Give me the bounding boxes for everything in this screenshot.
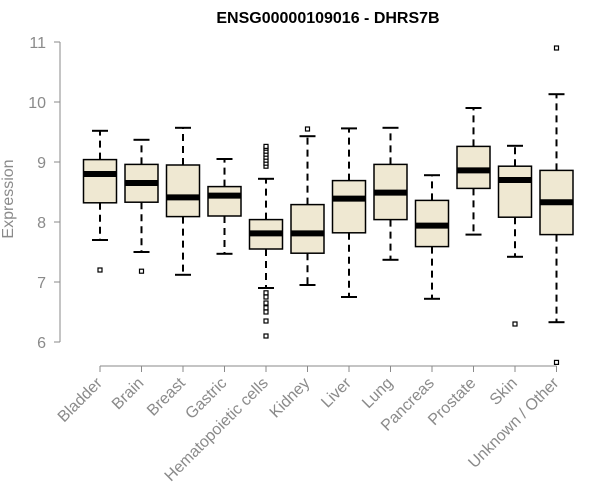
box-gastric (207, 158, 242, 255)
x-tick-label: Breast (144, 374, 189, 419)
y-axis: 6 7 8 9 10 11 (28, 35, 61, 352)
box-unknown-other (539, 45, 574, 365)
outlier-point (263, 309, 269, 315)
x-tick-label: Skin (487, 375, 521, 409)
box-liver (331, 127, 367, 298)
y-tick-label: 11 (29, 35, 46, 52)
outlier-point (304, 126, 311, 132)
box-kidney (290, 126, 325, 286)
box-iqr (290, 203, 325, 254)
x-tick-label: Liver (318, 374, 355, 411)
outlier-point (263, 143, 269, 149)
y-tick-label: 8 (37, 215, 46, 232)
chart-title: ENSG00000109016 - DHRS7B (216, 10, 439, 27)
x-tick-label: Lung (359, 375, 396, 412)
outlier-point (553, 45, 560, 51)
box-skin (497, 144, 533, 327)
box-bladder (82, 129, 118, 273)
outlier-point (263, 318, 269, 324)
x-tick-label: Brain (109, 375, 147, 413)
outlier-point (553, 359, 560, 365)
box-iqr (165, 164, 201, 218)
y-axis-label: Expression (0, 159, 17, 238)
outlier-point (263, 290, 269, 296)
outlier-point (263, 294, 269, 300)
y-tick-label: 6 (37, 335, 46, 352)
box-iqr (82, 158, 118, 204)
outlier-point (263, 305, 269, 311)
outlier-point (512, 321, 518, 327)
box-pancreas (414, 174, 450, 300)
box-iqr (331, 179, 367, 234)
box-prostate (456, 107, 491, 236)
x-tick-label: Kidney (267, 375, 314, 422)
box-iqr (497, 165, 533, 218)
outlier-point (97, 267, 103, 273)
outlier-point (263, 333, 269, 339)
x-tick-label: Bladder (55, 374, 106, 425)
box-lung (373, 126, 408, 261)
y-tick-label: 10 (28, 95, 46, 112)
outlier-point (138, 268, 145, 274)
box-brain (124, 138, 159, 274)
box-hematopoietic-cells (248, 143, 284, 339)
box-breast (165, 126, 201, 276)
box-group (82, 45, 574, 365)
y-tick-label: 7 (37, 275, 46, 292)
y-tick-label: 9 (37, 155, 46, 172)
box-iqr (207, 185, 242, 217)
outlier-point (263, 300, 269, 306)
